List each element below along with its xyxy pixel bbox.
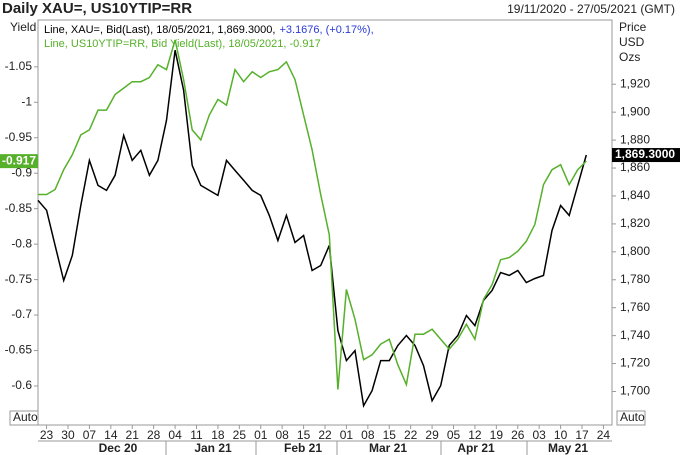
y2-tick-label: 1,900 bbox=[620, 104, 650, 118]
y2-tick-label: 1,820 bbox=[620, 216, 650, 230]
month-label: Dec 20 bbox=[99, 441, 138, 455]
y2-tick-label: 1,880 bbox=[620, 132, 650, 146]
legend-text: Line, XAU=, Bid(Last), 18/05/2021, 1,869… bbox=[44, 24, 275, 36]
x-tick-label: 30 bbox=[61, 428, 75, 442]
y2-axis-title: USD bbox=[619, 35, 645, 49]
y-tick-label: -0.8 bbox=[11, 236, 32, 250]
y2-tick-label: 1,720 bbox=[620, 356, 650, 370]
x-tick-label: 25 bbox=[233, 428, 247, 442]
month-label: May 21 bbox=[548, 441, 588, 455]
month-label: Feb 21 bbox=[284, 441, 322, 455]
x-tick-label: 01 bbox=[254, 428, 268, 442]
x-tick-label: 22 bbox=[404, 428, 418, 442]
y-tick-label: -0.6 bbox=[11, 378, 32, 392]
y-tick-label: -0.95 bbox=[5, 130, 33, 144]
legend-change: +3.1676, (+0.17%), bbox=[279, 24, 373, 36]
chart-title: Daily XAU=, US10YTIP=RR bbox=[2, 0, 192, 17]
legend-entry: Line, US10YTIP=RR, Bid Yield(Last), 18/0… bbox=[44, 38, 321, 50]
x-tick-label: 19 bbox=[490, 428, 504, 442]
x-tick-label: 17 bbox=[575, 428, 589, 442]
series-line bbox=[37, 50, 588, 408]
chart-subtitle: 19/11/2020 - 27/05/2021 (GMT) bbox=[507, 2, 675, 16]
x-tick-label: 21 bbox=[126, 428, 140, 442]
series-line bbox=[38, 39, 587, 390]
last-value-tag bbox=[0, 154, 38, 169]
y-tick-label: -1.05 bbox=[5, 59, 33, 73]
plot-frame bbox=[37, 19, 613, 426]
last-value-label: -0.917 bbox=[2, 153, 36, 167]
y2-axis-title: Ozs bbox=[619, 50, 640, 64]
x-tick-label: 08 bbox=[361, 428, 375, 442]
month-label: Jan 21 bbox=[194, 441, 232, 455]
x-tick-label: 07 bbox=[83, 428, 97, 442]
y2-tick-label: 1,920 bbox=[620, 76, 650, 90]
y2-tick-label: 1,700 bbox=[620, 384, 650, 398]
x-tick-label: 01 bbox=[340, 428, 354, 442]
y2-tick-label: 1,800 bbox=[620, 244, 650, 258]
y-tick-label: -0.75 bbox=[5, 272, 33, 286]
y2-tick-label: 1,860 bbox=[620, 160, 650, 174]
y2-tick-label: 1,840 bbox=[620, 188, 650, 202]
x-tick-label: 18 bbox=[211, 428, 225, 442]
x-tick-label: 11 bbox=[190, 428, 203, 442]
last-value-tag bbox=[612, 148, 680, 163]
legend-text: Line, US10YTIP=RR, Bid Yield(Last), 18/0… bbox=[44, 38, 321, 50]
x-tick-label: 08 bbox=[275, 428, 289, 442]
auto-button[interactable] bbox=[616, 410, 646, 426]
y-tick-label: -0.85 bbox=[5, 201, 33, 215]
x-tick-label: 14 bbox=[104, 428, 118, 442]
x-tick-label: 12 bbox=[468, 428, 482, 442]
month-label: Mar 21 bbox=[369, 441, 407, 455]
y-tick-label: -0.9 bbox=[11, 165, 32, 179]
x-tick-label: 10 bbox=[554, 428, 568, 442]
y2-axis-title: Price bbox=[619, 20, 647, 34]
x-tick-label: 22 bbox=[318, 428, 332, 442]
y-tick-label: -0.65 bbox=[5, 343, 33, 357]
legend-entry: Line, XAU=, Bid(Last), 18/05/2021, 1,869… bbox=[44, 24, 374, 36]
x-tick-label: 24 bbox=[597, 428, 611, 442]
auto-label: Auto bbox=[13, 410, 38, 424]
y-axis-title: Yield bbox=[10, 20, 36, 34]
y-tick-label: -0.7 bbox=[11, 307, 32, 321]
auto-button[interactable] bbox=[9, 410, 39, 426]
x-tick-label: 15 bbox=[383, 428, 397, 442]
x-tick-label: 03 bbox=[532, 428, 546, 442]
x-tick-label: 05 bbox=[447, 428, 461, 442]
x-tick-label: 04 bbox=[168, 428, 182, 442]
y2-tick-label: 1,740 bbox=[620, 328, 650, 342]
y2-tick-label: 1,780 bbox=[620, 272, 650, 286]
x-tick-label: 15 bbox=[297, 428, 311, 442]
x-tick-label: 29 bbox=[425, 428, 439, 442]
y-tick-label: -1 bbox=[21, 94, 32, 108]
last-value-label: 1,869.3000 bbox=[615, 147, 675, 161]
x-tick-label: 23 bbox=[40, 428, 54, 442]
x-tick-label: 28 bbox=[147, 428, 161, 442]
y2-tick-label: 1,760 bbox=[620, 300, 650, 314]
x-tick-label: 26 bbox=[511, 428, 525, 442]
month-label: Apr 21 bbox=[457, 441, 495, 455]
auto-label: Auto bbox=[620, 410, 645, 424]
